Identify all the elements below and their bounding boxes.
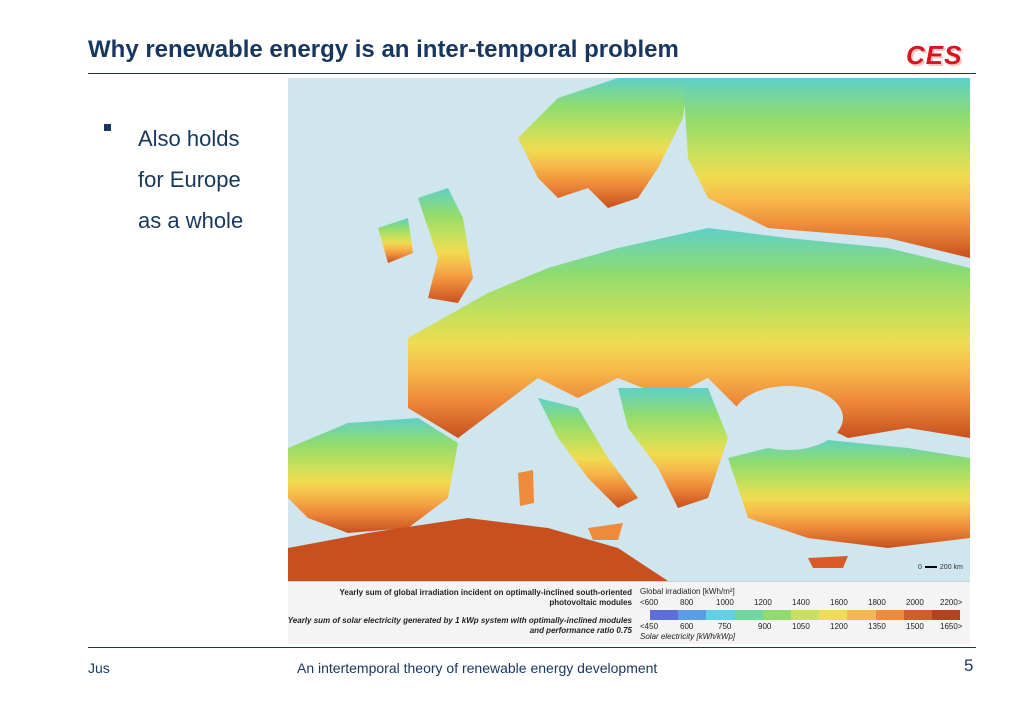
slide-title: Why renewable energy is an inter-tempora… <box>88 36 679 63</box>
color-swatch <box>706 610 735 620</box>
irradiation-tick: <600 <box>640 598 659 607</box>
footer-title: An intertemporal theory of renewable ene… <box>297 660 658 676</box>
color-swatch <box>678 610 707 620</box>
color-swatch <box>903 610 932 620</box>
color-swatch <box>875 610 904 620</box>
electricity-tick: 1200 <box>830 622 848 631</box>
page-number: 5 <box>964 656 974 675</box>
color-swatch <box>734 610 763 620</box>
irradiation-tick: 1200 <box>754 598 772 607</box>
electricity-tick: 600 <box>680 622 694 631</box>
scandinavia-region <box>518 78 688 208</box>
color-swatch <box>819 610 848 620</box>
electricity-caption: Yearly sum of solar electricity generate… <box>287 616 632 635</box>
electricity-tick: 750 <box>718 622 732 631</box>
black-sea <box>733 386 843 450</box>
footer-divider <box>88 647 976 648</box>
north-east-region <box>683 78 970 258</box>
irradiation-ticks: <600 800 1000 1200 1400 1600 1800 2000 2… <box>640 598 970 608</box>
sardinia-island <box>518 470 534 506</box>
irradiation-tick: 2000 <box>906 598 924 607</box>
bullet-line: as a whole <box>138 208 244 233</box>
irradiation-tick: 800 <box>680 598 694 607</box>
footer-author: Jus <box>88 660 110 676</box>
ireland-region <box>378 218 413 263</box>
irradiation-tick: 1600 <box>830 598 848 607</box>
electricity-title: Solar electricity [kWh/kWp] <box>640 632 736 641</box>
title-divider <box>88 73 976 74</box>
color-scale <box>650 610 961 620</box>
italy-region <box>538 398 638 508</box>
iberia-region <box>288 418 458 533</box>
electricity-tick: 1650> <box>940 622 963 631</box>
scale-bar-line <box>924 566 937 569</box>
ces-logo: CES <box>906 40 963 70</box>
color-swatch <box>931 610 961 620</box>
irradiation-tick: 2200> <box>940 598 963 607</box>
irradiation-title: Global irradiation [kWh/m²] <box>640 587 735 596</box>
sicily-island <box>588 523 623 540</box>
bullet-line: for Europe <box>138 167 241 192</box>
color-swatch <box>847 610 876 620</box>
map-scale-bar: 0 200 km <box>918 564 963 571</box>
balkans-region <box>618 388 728 508</box>
electricity-tick: 900 <box>758 622 772 631</box>
electricity-tick: 1350 <box>868 622 886 631</box>
color-swatch <box>790 610 820 620</box>
bullet-line: Also holds <box>138 126 240 151</box>
britain-region <box>418 188 473 303</box>
irradiation-caption: Yearly sum of global irradiation inciden… <box>339 588 632 607</box>
irradiation-tick: 1400 <box>792 598 810 607</box>
scale-start-label: 0 <box>918 564 922 571</box>
cyprus-island <box>808 556 848 568</box>
turkey-region <box>728 438 970 548</box>
irradiation-tick: 1800 <box>868 598 886 607</box>
north-africa-region <box>288 518 668 581</box>
color-swatch <box>650 610 679 620</box>
europe-irradiation-map: 0 200 km <box>288 78 970 581</box>
electricity-tick: 1500 <box>906 622 924 631</box>
square-bullet-icon <box>104 124 111 131</box>
map-graphic <box>288 78 970 581</box>
electricity-ticks: <450 600 750 900 1050 1200 1350 1500 165… <box>640 622 970 632</box>
color-swatch <box>762 610 791 620</box>
central-europe-region <box>408 228 970 438</box>
electricity-tick: 1050 <box>792 622 810 631</box>
electricity-tick: <450 <box>640 622 659 631</box>
map-legend: Yearly sum of global irradiation inciden… <box>288 581 970 644</box>
solar-irradiation-map-figure: 0 200 km Yearly sum of global irradiation… <box>288 78 970 644</box>
irradiation-tick: 1000 <box>716 598 734 607</box>
scale-end-label: 200 km <box>939 564 963 571</box>
bullet-text: Also holds for Europe as a whole <box>138 118 278 241</box>
